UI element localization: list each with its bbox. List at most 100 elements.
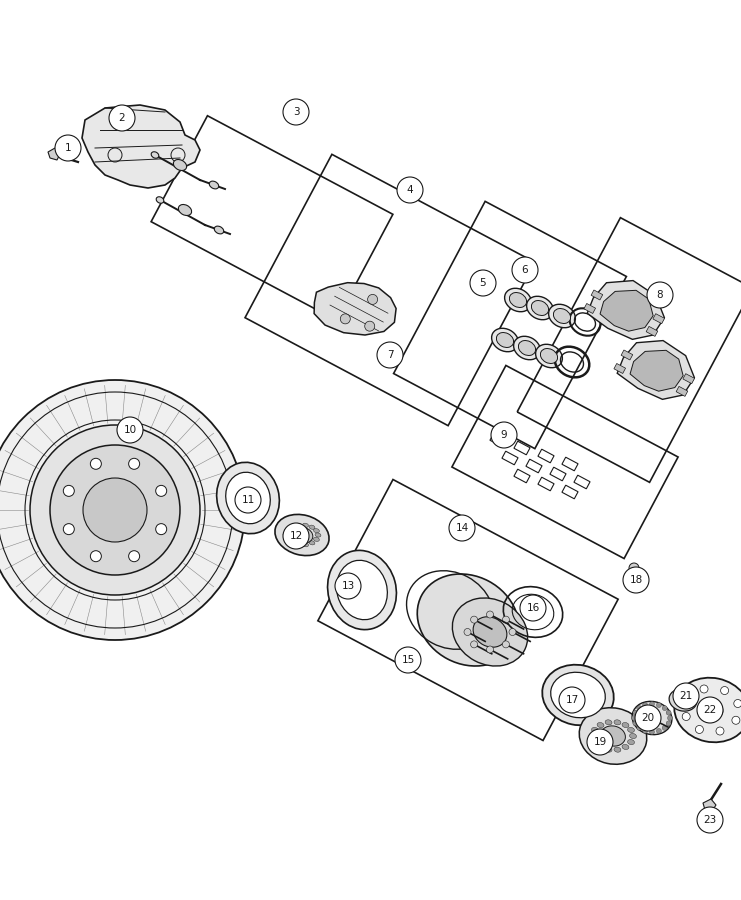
Circle shape [720, 687, 728, 695]
Ellipse shape [156, 197, 164, 203]
Ellipse shape [514, 337, 540, 360]
Polygon shape [591, 290, 602, 300]
Ellipse shape [328, 551, 396, 630]
Ellipse shape [591, 727, 599, 733]
Text: 23: 23 [703, 815, 717, 825]
Circle shape [395, 647, 421, 673]
Ellipse shape [173, 159, 187, 170]
Ellipse shape [283, 533, 289, 537]
Text: 17: 17 [565, 695, 579, 705]
Ellipse shape [315, 533, 321, 537]
Circle shape [700, 685, 708, 693]
Text: 4: 4 [407, 185, 413, 195]
Text: 12: 12 [290, 531, 302, 541]
Circle shape [642, 728, 648, 733]
Ellipse shape [542, 665, 614, 725]
Circle shape [631, 716, 637, 721]
Ellipse shape [548, 304, 576, 328]
Circle shape [471, 616, 478, 623]
Circle shape [335, 573, 361, 599]
Circle shape [235, 487, 261, 513]
Circle shape [633, 710, 638, 716]
Circle shape [629, 563, 639, 573]
Circle shape [50, 445, 180, 575]
Circle shape [657, 728, 662, 733]
Polygon shape [646, 327, 658, 337]
Text: 13: 13 [342, 581, 355, 591]
Ellipse shape [285, 528, 290, 533]
Circle shape [559, 687, 585, 713]
Ellipse shape [579, 707, 647, 764]
Text: 7: 7 [387, 350, 393, 360]
Ellipse shape [622, 723, 629, 727]
Ellipse shape [632, 701, 672, 734]
Ellipse shape [302, 523, 308, 527]
Ellipse shape [605, 720, 612, 724]
Circle shape [340, 314, 350, 324]
Ellipse shape [296, 523, 302, 527]
Ellipse shape [628, 740, 634, 744]
Ellipse shape [675, 694, 691, 706]
Ellipse shape [519, 340, 536, 356]
Bar [245, 154, 535, 426]
Ellipse shape [591, 740, 599, 744]
Circle shape [502, 641, 509, 648]
Text: 10: 10 [124, 425, 136, 435]
Ellipse shape [285, 537, 290, 542]
Circle shape [633, 721, 638, 726]
Circle shape [283, 99, 309, 125]
Text: 18: 18 [629, 575, 642, 585]
Text: 6: 6 [522, 265, 528, 275]
Circle shape [520, 595, 546, 621]
Circle shape [697, 697, 723, 723]
Circle shape [732, 716, 740, 725]
Circle shape [673, 683, 699, 709]
Circle shape [365, 321, 375, 331]
Ellipse shape [540, 348, 557, 364]
Polygon shape [48, 148, 60, 160]
Ellipse shape [289, 525, 295, 529]
Ellipse shape [309, 541, 315, 544]
Circle shape [117, 417, 143, 443]
Ellipse shape [590, 734, 597, 739]
Circle shape [476, 271, 484, 279]
Text: 9: 9 [501, 430, 508, 440]
Text: 20: 20 [642, 713, 654, 723]
Circle shape [449, 515, 475, 541]
Circle shape [470, 270, 496, 296]
Ellipse shape [289, 541, 295, 544]
Circle shape [650, 701, 654, 706]
Ellipse shape [291, 526, 313, 544]
Text: 19: 19 [594, 737, 607, 747]
Circle shape [637, 725, 642, 731]
Ellipse shape [226, 472, 270, 524]
Circle shape [650, 730, 654, 734]
Text: 5: 5 [479, 278, 486, 288]
Ellipse shape [669, 688, 697, 711]
Circle shape [623, 567, 649, 593]
Ellipse shape [296, 543, 302, 547]
Circle shape [156, 485, 167, 497]
Polygon shape [614, 364, 625, 374]
Circle shape [502, 616, 509, 623]
Circle shape [129, 551, 139, 562]
Ellipse shape [527, 296, 554, 320]
Ellipse shape [336, 561, 388, 620]
Ellipse shape [622, 744, 629, 750]
Ellipse shape [313, 537, 319, 542]
Ellipse shape [597, 723, 604, 727]
Ellipse shape [531, 301, 548, 316]
Circle shape [109, 105, 135, 131]
Circle shape [368, 294, 378, 304]
Ellipse shape [216, 463, 279, 534]
Circle shape [90, 458, 102, 469]
Circle shape [90, 551, 102, 562]
Circle shape [63, 485, 74, 497]
Bar [151, 116, 393, 320]
Ellipse shape [614, 747, 621, 752]
Polygon shape [587, 281, 665, 339]
Text: 2: 2 [119, 113, 125, 123]
Circle shape [666, 721, 671, 726]
Ellipse shape [605, 747, 612, 752]
Ellipse shape [505, 288, 531, 311]
